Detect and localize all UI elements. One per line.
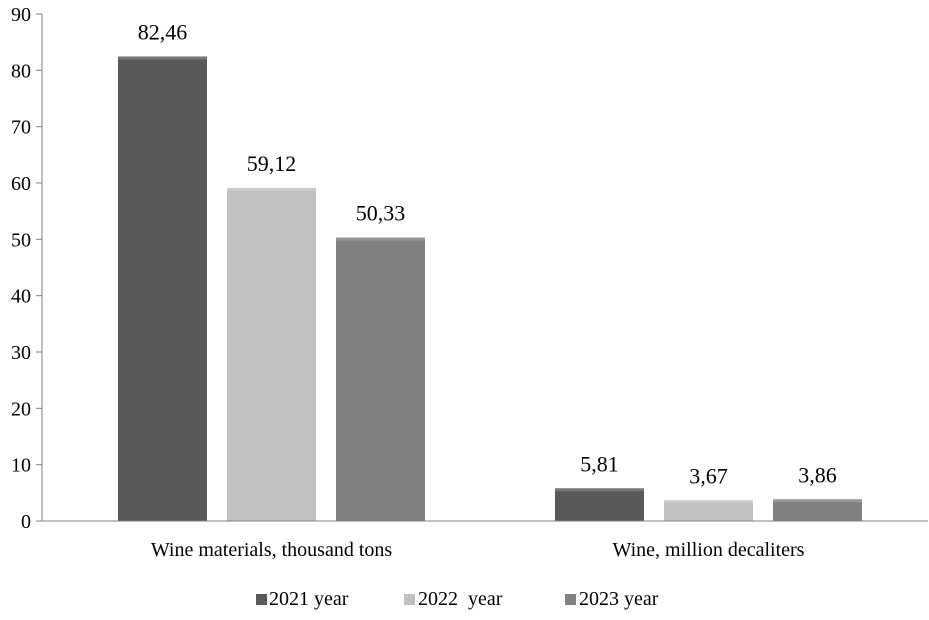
bar-1-1 <box>118 56 207 521</box>
legend-swatch <box>256 594 267 605</box>
legend-swatch <box>404 594 415 605</box>
category-label: Wine, million decaliters <box>613 539 805 561</box>
bar-highlight <box>336 237 425 241</box>
y-tick-label: 90 <box>11 4 31 26</box>
bar-highlight <box>773 499 862 503</box>
y-axis-ticks: 0 10 20 30 40 50 60 70 80 90 <box>11 4 42 533</box>
x-axis-category-labels: Wine materials, thousand tons Wine, milli… <box>151 539 805 561</box>
bar-highlight <box>118 56 207 60</box>
legend-label: 2022 year <box>418 588 503 610</box>
data-label: 59,12 <box>247 151 297 176</box>
legend: 2021 year 2022 year 2023 year <box>256 588 659 610</box>
y-tick-label: 30 <box>11 342 31 364</box>
legend-label: 2023 year <box>579 588 659 610</box>
data-label: 3,67 <box>689 463 728 488</box>
legend-label: 2021 year <box>269 588 349 610</box>
data-label: 3,86 <box>798 462 837 487</box>
bar-highlight <box>555 488 644 492</box>
y-tick-label: 20 <box>11 398 31 420</box>
bar-3-2 <box>773 499 862 521</box>
y-tick-label: 0 <box>21 511 31 533</box>
bar-highlight <box>664 500 753 504</box>
data-label: 82,46 <box>138 19 188 44</box>
bar-1-2 <box>555 488 644 521</box>
y-tick-label: 60 <box>11 173 31 195</box>
bar-2-2 <box>664 500 753 521</box>
data-label: 50,33 <box>356 200 406 225</box>
y-tick-label: 50 <box>11 229 31 251</box>
bar-3-1 <box>336 237 425 521</box>
data-label: 5,81 <box>580 451 619 476</box>
bar-2-1 <box>227 187 316 521</box>
data-labels: 82,46 59,12 50,33 5,81 3,67 3,86 <box>138 19 837 488</box>
category-label: Wine materials, thousand tons <box>151 539 393 561</box>
y-tick-label: 70 <box>11 117 31 139</box>
axes <box>41 14 928 522</box>
legend-swatch <box>565 594 576 605</box>
y-tick-label: 80 <box>11 60 31 82</box>
bars <box>118 56 862 521</box>
bar-highlight <box>227 187 316 191</box>
y-tick-label: 10 <box>11 455 31 477</box>
y-tick-label: 40 <box>11 286 31 308</box>
